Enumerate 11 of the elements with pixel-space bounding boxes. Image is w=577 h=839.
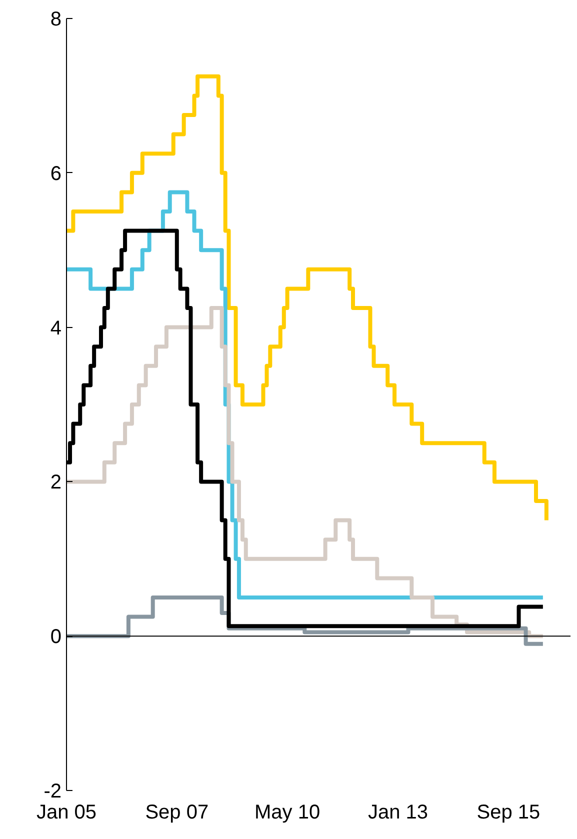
x-tick-label: Jan 13 [368,802,428,824]
y-tick-label: 8 [50,8,62,30]
x-tick-label: Sep 07 [145,802,209,824]
y-tick-label: -2 [44,780,62,802]
y-tick-label: 0 [50,626,62,648]
y-tick-label: 4 [50,317,62,340]
x-tick-label: May 10 [254,802,320,824]
x-tick-label: Jan 05 [36,802,97,824]
y-tick-label: 2 [50,472,62,494]
y-tick-label: 6 [50,162,62,185]
x-tick-label: Sep 15 [476,802,540,824]
